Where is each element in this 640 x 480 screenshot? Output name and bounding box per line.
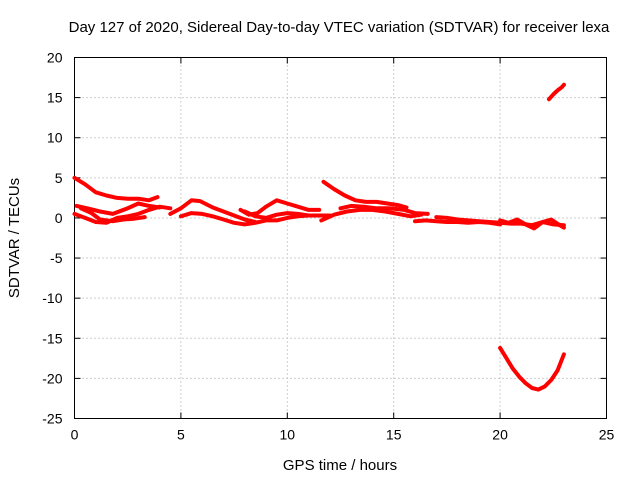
series-arc-k [338, 203, 430, 216]
x-tick-label: 15 [386, 427, 402, 443]
y-tick-label: -20 [42, 370, 62, 386]
y-tick-label: -25 [42, 411, 62, 427]
series-arc-d [78, 206, 147, 224]
series-arc-c [72, 204, 173, 225]
series-arc-o [498, 345, 566, 392]
y-tick-label: -5 [50, 250, 63, 266]
series-arc-n [498, 217, 566, 231]
x-tick-label: 20 [492, 427, 508, 443]
x-tick-label: 25 [599, 427, 615, 443]
y-tick-label: 15 [47, 90, 63, 106]
grid-lines [74, 57, 607, 419]
chart-title: Day 127 of 2020, Sidereal Day-to-day VTE… [69, 19, 610, 36]
y-tick-label: 20 [47, 50, 63, 66]
series-arc-j [319, 207, 424, 223]
x-tick-label: 5 [177, 427, 185, 443]
y-tick-label: 5 [55, 170, 63, 186]
y-tick-label: -10 [42, 290, 62, 306]
series-arc-f [178, 211, 322, 227]
series-arc-i [321, 179, 409, 210]
series-arc-h [242, 209, 332, 220]
data-series [72, 82, 566, 392]
x-axis-title: GPS time / hours [283, 457, 397, 474]
series-arc-p [547, 82, 566, 102]
series-arc-a [72, 175, 160, 203]
y-tick-label: 10 [47, 130, 63, 146]
series-arc-b [74, 201, 162, 216]
axis-ticks: 0 5 10 15 20 25 -25 -20 -15 -10 -5 0 5 10 15 20 [42, 50, 614, 443]
x-tick-label: 0 [71, 427, 79, 443]
y-tick-label: -15 [42, 330, 62, 346]
y-axis-title: SDTVAR / TECUs [6, 178, 23, 298]
series-arc-e [168, 198, 258, 224]
x-tick-label: 10 [280, 427, 296, 443]
plot-frame [74, 57, 607, 419]
y-tick-label: 0 [55, 210, 63, 226]
